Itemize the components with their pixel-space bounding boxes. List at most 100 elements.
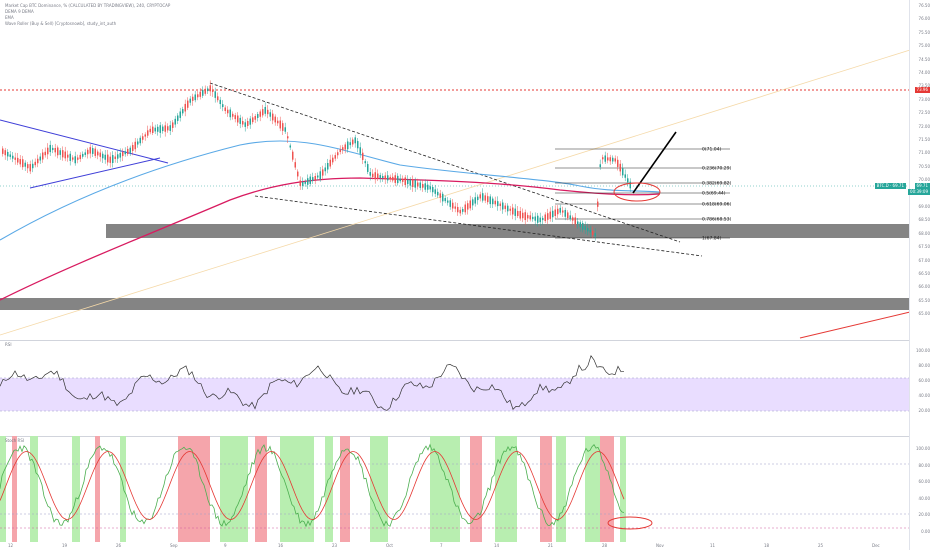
time-axis-tick: 19 [62, 543, 68, 548]
projection-arrow[interactable] [632, 131, 677, 194]
stoch-pane[interactable]: Stoch RSI [0, 436, 932, 542]
price-axis-tick: 73.00 [918, 96, 930, 102]
wedge-upper-line[interactable] [209, 82, 681, 243]
candle-body [107, 154, 109, 163]
time-axis-tick: 25 [818, 543, 824, 548]
buy-signal-bar [72, 436, 80, 542]
ema-red-line[interactable] [0, 177, 661, 301]
symbol-price-tag: BTC.D · 69.71 [874, 183, 906, 189]
candle-body [12, 155, 14, 159]
candle-body [222, 104, 224, 108]
sell-signal-bar [470, 436, 482, 542]
candle-body [324, 167, 326, 172]
candle-body [264, 106, 266, 114]
candle-body [382, 175, 384, 179]
candle-body [112, 155, 114, 163]
candle-body [182, 109, 184, 114]
long-trendline[interactable] [0, 49, 911, 336]
stoch-axis-tick: 20.00 [918, 512, 930, 517]
wedge-lower-line[interactable] [254, 195, 703, 257]
candle-body [527, 215, 529, 219]
candle-body [519, 210, 521, 219]
rsi-axis-tick: 20.00 [918, 408, 930, 413]
candle-body [197, 94, 199, 98]
candle-body [594, 233, 596, 237]
price-axis-tick: 74.50 [918, 56, 930, 62]
candle-body [329, 159, 331, 167]
rsi-label: RSI [5, 342, 12, 347]
candle-body [247, 121, 249, 126]
main-chart-pane[interactable]: 0(71.04) 0.236(70.29) 0.382(69.82) 0.5(69.4… [0, 0, 932, 340]
candle-body [109, 156, 111, 163]
candle-body [457, 206, 459, 213]
pane-separator-2[interactable] [0, 436, 932, 437]
candle-body [417, 182, 419, 187]
candle-body [489, 196, 491, 205]
ema-blue-line[interactable] [0, 140, 661, 241]
candle-body [374, 172, 376, 180]
buy-signal-bar [0, 436, 6, 542]
candle-body [344, 144, 346, 150]
buy-signal-bar [30, 436, 38, 542]
candle-body [599, 164, 601, 168]
candle-body [512, 207, 514, 215]
price-axis-tick: 70.50 [918, 163, 930, 169]
time-axis-tick: 18 [764, 543, 770, 548]
candle-body [212, 89, 214, 92]
candle-body [262, 109, 264, 116]
oversold-highlight-circle[interactable] [607, 516, 653, 530]
support-zone-upper[interactable] [106, 224, 910, 238]
signal-bars [0, 436, 626, 542]
sell-signal-bar [340, 436, 350, 542]
price-axis-tick: 67.00 [918, 257, 930, 263]
price-axis-tick: 70.00 [918, 177, 930, 183]
candle-body [332, 157, 334, 163]
candle-body [617, 159, 619, 167]
stoch-k-line[interactable] [0, 443, 625, 528]
fib-retracement[interactable]: 0(71.04) 0.236(70.29) 0.382(69.82) 0.5(69.4… [555, 147, 732, 242]
candle-body [347, 141, 349, 150]
resistance-price-badge: 73.96 [914, 87, 930, 93]
highlight-circle[interactable] [613, 182, 661, 202]
candle-body [354, 137, 356, 144]
buy-signal-bar [430, 436, 460, 542]
price-axis[interactable]: 76.50 76.00 75.50 75.00 74.50 74.00 73.50 73.00… [909, 0, 932, 550]
candle-body [589, 230, 591, 233]
support-zone-lower[interactable] [0, 298, 910, 310]
triangle-upper-line[interactable] [0, 119, 169, 164]
candle-body [444, 198, 446, 202]
candlesticks[interactable] [2, 80, 631, 241]
buy-signal-bar [620, 436, 626, 542]
rsi-pane[interactable]: RSI [0, 340, 932, 436]
candle-body [564, 209, 566, 217]
candle-body [267, 109, 269, 115]
rsi-chart[interactable] [0, 340, 932, 436]
chart-title: Market Cap BTC Dominance, % (CALCULATED … [5, 3, 171, 8]
candle-body [174, 118, 176, 125]
triangle-lower-line[interactable] [29, 157, 161, 189]
price-axis-tick: 69.00 [918, 204, 930, 209]
candle-body [524, 212, 526, 221]
stoch-axis-tick: 80.00 [918, 462, 930, 468]
candle-body [402, 179, 404, 182]
candle-body [114, 156, 116, 159]
candle-body [574, 217, 576, 225]
candle-body [584, 226, 586, 230]
rising-trendline[interactable] [799, 311, 911, 339]
sell-signal-bar [255, 436, 267, 542]
rsi-line[interactable] [0, 355, 625, 411]
pane-separator-1[interactable] [0, 340, 932, 341]
stoch-d-line[interactable] [0, 451, 625, 520]
candle-body [144, 134, 146, 137]
candle-body [367, 164, 369, 172]
candle-body [257, 114, 259, 118]
candle-body [437, 191, 439, 196]
time-axis-tick: 7 [440, 543, 443, 548]
candle-body [359, 147, 361, 154]
candle-body [502, 202, 504, 210]
candle-body [177, 115, 179, 121]
sell-signal-bar [95, 436, 100, 542]
candle-body [297, 171, 299, 177]
stoch-chart[interactable] [0, 436, 932, 542]
price-chart[interactable]: 0(71.04) 0.236(70.29) 0.382(69.82) 0.5(69.4… [0, 0, 932, 340]
